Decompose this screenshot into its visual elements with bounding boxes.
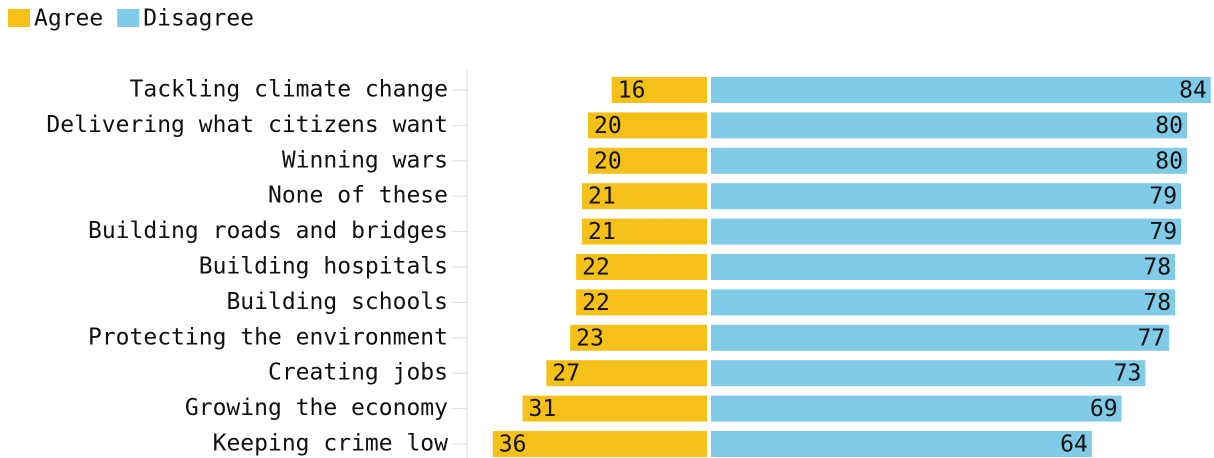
- category-label: Tackling climate change: [130, 77, 449, 103]
- bar-agree: [582, 183, 707, 210]
- legend-label: Agree: [34, 6, 103, 32]
- category-label: Building roads and bridges: [88, 218, 448, 244]
- value-label: 36: [499, 432, 527, 458]
- bar-disagree: [711, 395, 1122, 422]
- value-label: 77: [1137, 325, 1165, 351]
- category-label: Delivering what citizens want: [46, 112, 448, 138]
- bar-agree: [492, 431, 707, 457]
- category-label: Building schools: [226, 289, 448, 315]
- legend-swatch: [117, 9, 140, 27]
- value-label: 31: [529, 396, 557, 422]
- legend-swatch: [8, 9, 30, 27]
- value-label: 23: [576, 325, 604, 351]
- bar-agree: [522, 395, 707, 422]
- category-label: Protecting the environment: [88, 324, 448, 350]
- value-label: 21: [588, 184, 616, 210]
- bar-disagree: [711, 183, 1182, 210]
- value-label: 73: [1114, 361, 1142, 387]
- value-label: 20: [594, 148, 622, 174]
- value-label: 69: [1090, 396, 1118, 422]
- value-label: 80: [1155, 113, 1183, 139]
- value-label: 21: [588, 219, 616, 245]
- category-label: Keeping crime low: [213, 431, 449, 457]
- value-label: 22: [582, 290, 610, 316]
- bar-agree: [588, 112, 707, 139]
- value-label: 84: [1179, 78, 1207, 104]
- value-label: 27: [552, 361, 580, 387]
- bar-disagree: [711, 254, 1176, 280]
- bar-disagree: [711, 147, 1187, 174]
- category-label: Winning wars: [282, 147, 448, 173]
- bar-disagree: [711, 360, 1146, 387]
- bar-agree: [588, 147, 707, 174]
- category-label: Building hospitals: [199, 254, 448, 280]
- category-label: None of these: [268, 183, 448, 209]
- bar-disagree: [711, 112, 1187, 139]
- bar-disagree: [711, 218, 1182, 245]
- value-label: 78: [1143, 290, 1171, 316]
- bar-disagree: [711, 324, 1170, 351]
- bar-disagree: [711, 77, 1211, 103]
- value-label: 78: [1143, 255, 1171, 281]
- value-label: 22: [582, 255, 610, 281]
- bar-agree: [611, 77, 707, 103]
- bar-disagree: [711, 431, 1092, 457]
- value-label: 16: [618, 78, 646, 104]
- bar-disagree: [711, 289, 1176, 316]
- bar-agree: [582, 218, 707, 245]
- value-label: 20: [594, 113, 622, 139]
- value-label: 79: [1149, 184, 1177, 210]
- legend-label: Disagree: [143, 6, 254, 32]
- category-label: Creating jobs: [268, 360, 448, 386]
- bar-agree: [570, 324, 707, 351]
- bar-agree: [576, 254, 707, 280]
- bar-agree: [546, 360, 707, 387]
- value-label: 79: [1149, 219, 1177, 245]
- category-label: Growing the economy: [185, 395, 448, 421]
- value-label: 64: [1060, 432, 1088, 458]
- value-label: 80: [1155, 148, 1183, 174]
- bar-agree: [576, 289, 707, 316]
